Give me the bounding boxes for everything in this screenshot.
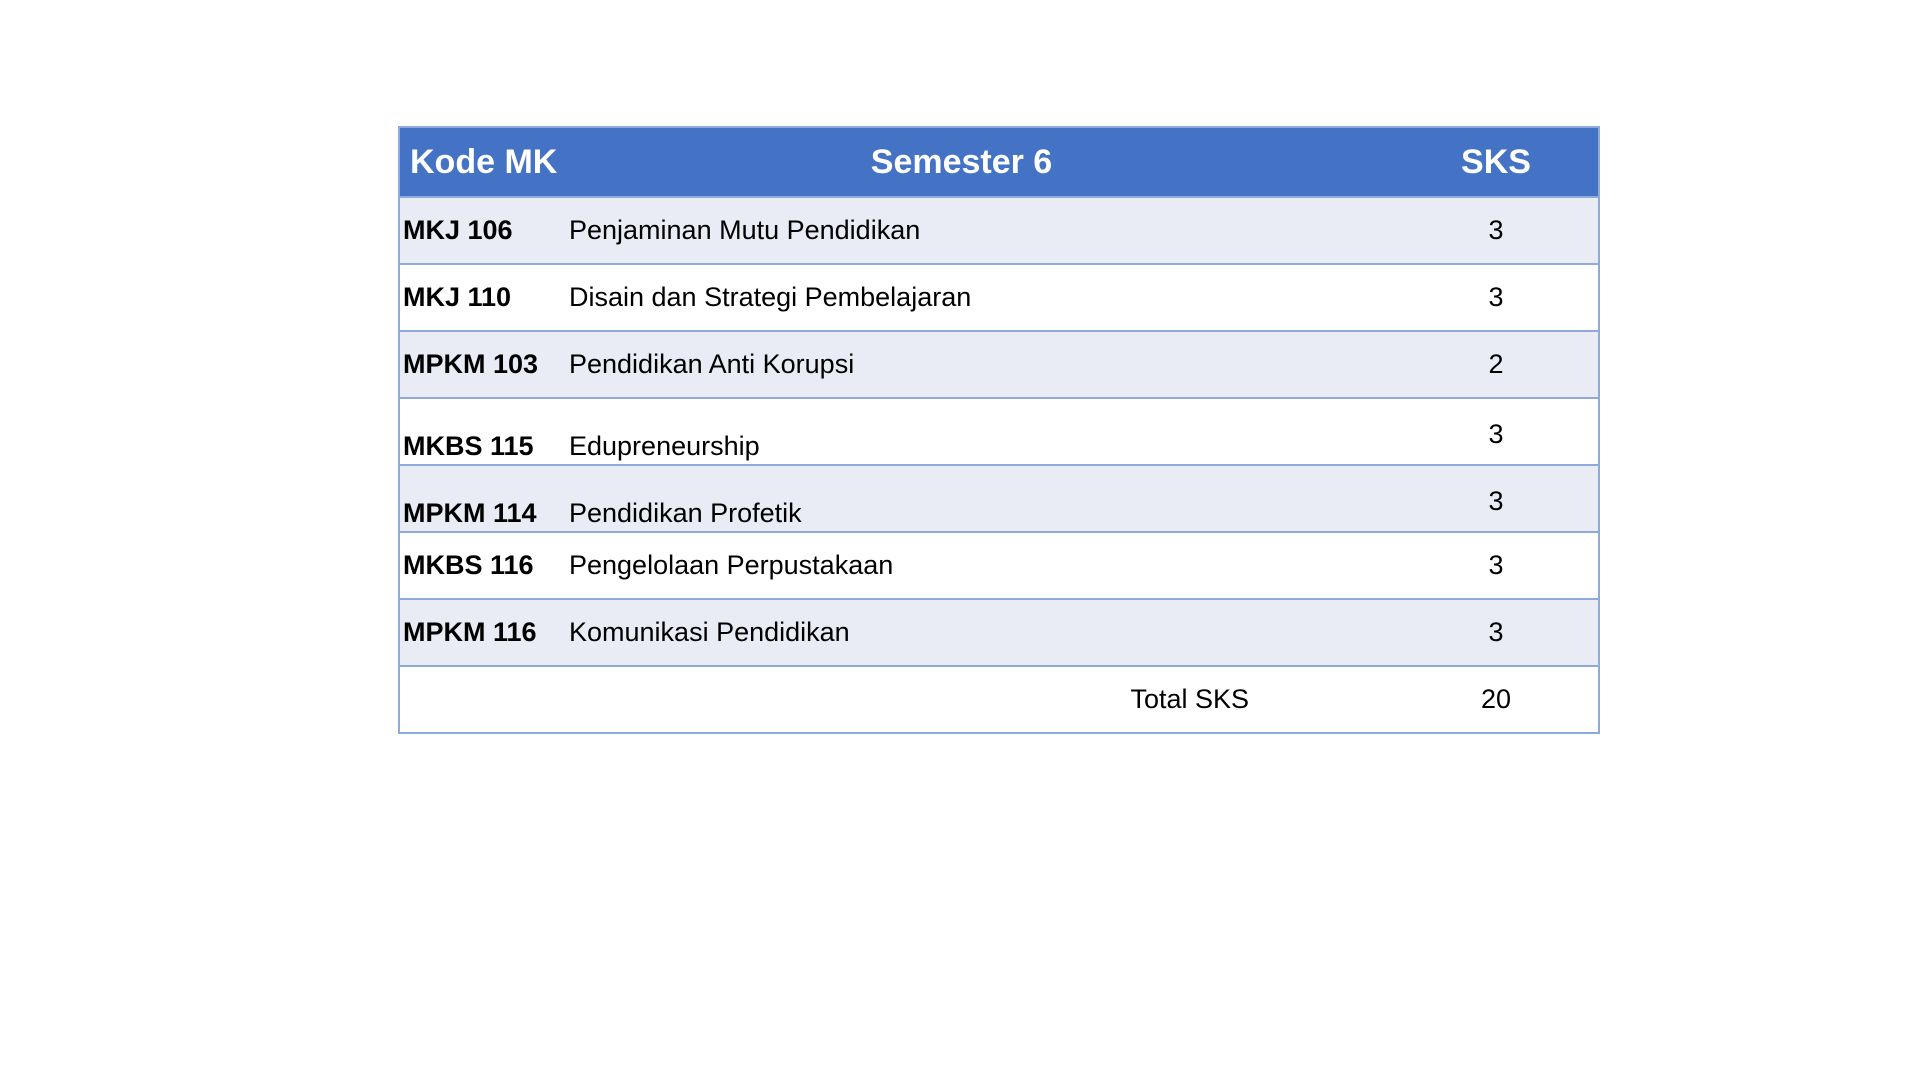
course-code: MKBS 116: [403, 550, 534, 580]
table-row: MPKM 116 Komunikasi Pendidikan 3: [399, 599, 1599, 666]
course-code: MPKM 114: [403, 498, 537, 528]
course-code: MPKM 103: [403, 349, 539, 379]
course-name: Disain dan Strategi Pembelajaran: [569, 282, 972, 312]
header-code: Kode MK: [410, 142, 558, 181]
table-header: Kode MK Semester 6 SKS: [399, 127, 1599, 197]
course-sks: 3: [1488, 617, 1504, 647]
table-row: MKJ 106 Penjaminan Mutu Pendidikan 3: [399, 197, 1599, 264]
course-sks: 3: [1488, 215, 1504, 245]
course-name: Edupreneurship: [569, 431, 760, 461]
course-name: Pendidikan Profetik: [569, 498, 802, 528]
table-row: MKBS 116 Pengelolaan Perpustakaan 3: [399, 532, 1599, 599]
course-name: Komunikasi Pendidikan: [569, 617, 850, 647]
course-name: Pengelolaan Perpustakaan: [569, 550, 894, 580]
table-row: MKJ 110 Disain dan Strategi Pembelajaran…: [399, 264, 1599, 331]
course-sks: 3: [1488, 486, 1504, 516]
header-semester: Semester 6: [870, 142, 1053, 181]
total-value: 20: [1480, 684, 1512, 714]
course-code: MPKM 116: [403, 617, 537, 647]
course-code: MKBS 115: [403, 431, 534, 461]
course-sks: 3: [1488, 419, 1504, 449]
header-sks: SKS: [1461, 142, 1531, 181]
table-row: MKBS 115 Edupreneurship 3: [399, 398, 1599, 465]
course-name: Pendidikan Anti Korupsi: [569, 349, 855, 379]
course-code: MKJ 110: [403, 282, 512, 312]
course-sks: 2: [1488, 349, 1504, 379]
table-row: MPKM 114 Pendidikan Profetik 3: [399, 465, 1599, 532]
course-code: MKJ 106: [403, 215, 513, 245]
header-row: Kode MK Semester 6 SKS: [399, 127, 1599, 197]
course-sks: 3: [1488, 550, 1504, 580]
total-label: Total SKS: [1130, 684, 1249, 714]
table-row: MPKM 103 Pendidikan Anti Korupsi 2: [399, 331, 1599, 398]
total-spacer: [399, 666, 569, 733]
course-name: Penjaminan Mutu Pendidikan: [569, 215, 921, 245]
table-body: MKJ 106 Penjaminan Mutu Pendidikan 3 MKJ…: [399, 197, 1599, 733]
course-table: Kode MK Semester 6 SKS MKJ 106 Penjamina…: [398, 126, 1600, 734]
total-row: Total SKS 20: [399, 666, 1599, 733]
course-sks: 3: [1488, 282, 1504, 312]
